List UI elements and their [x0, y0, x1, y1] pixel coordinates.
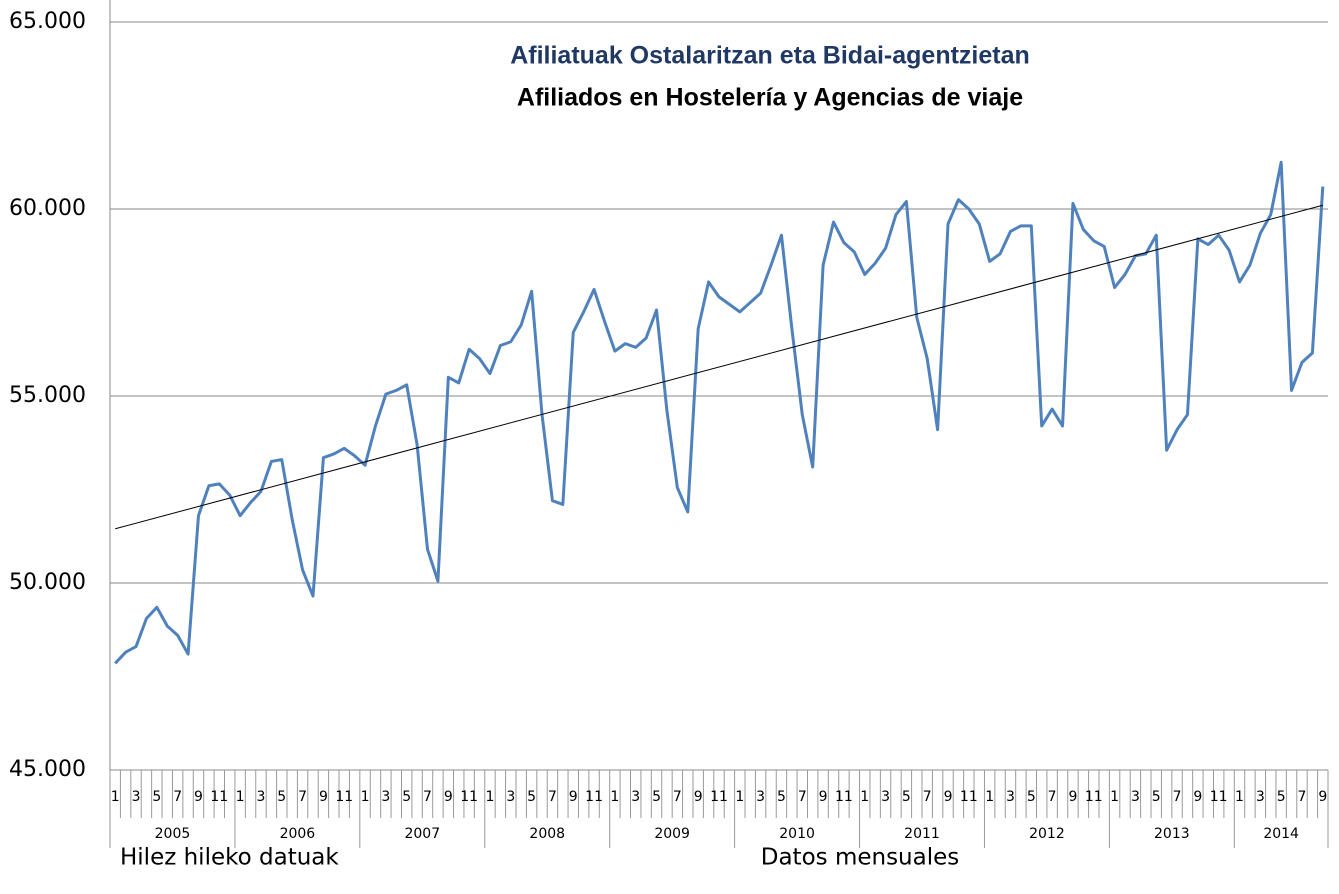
year-label: 2013: [1154, 826, 1190, 842]
y-tick-label: 60.000: [9, 196, 86, 221]
x-tick-label: 7: [173, 789, 182, 805]
x-tick-label: 1: [111, 789, 120, 805]
x-tick-label: 1: [361, 789, 370, 805]
chart-title: Afiliatuak Ostalaritzan eta Bidai-agentz…: [510, 42, 1030, 70]
x-tick-label: 9: [444, 789, 453, 805]
year-label: 2010: [779, 826, 815, 842]
chart-subtitle: Afiliados en Hostelería y Agencias de vi…: [517, 84, 1023, 112]
year-label: 2009: [654, 826, 690, 842]
y-tick-label: 65.000: [9, 9, 86, 34]
x-tick-label: 11: [335, 789, 353, 805]
x-tick-label: 7: [423, 789, 432, 805]
x-tick-label: 1: [1235, 789, 1244, 805]
year-label: 2005: [155, 826, 191, 842]
x-tick-label: 5: [1152, 789, 1161, 805]
x-tick-label: 3: [506, 789, 515, 805]
x-tick-label: 7: [1048, 789, 1057, 805]
x-tick-label: 11: [835, 789, 853, 805]
x-tick-label: 5: [902, 789, 911, 805]
year-label: 2014: [1263, 826, 1299, 842]
year-label: 2008: [529, 826, 565, 842]
x-tick-label: 9: [569, 789, 578, 805]
x-tick-label: 9: [694, 789, 703, 805]
x-tick-label: 9: [319, 789, 328, 805]
x-tick-label: 3: [1131, 789, 1140, 805]
x-tick-label: 5: [1027, 789, 1036, 805]
x-tick-label: 3: [756, 789, 765, 805]
year-label: 2012: [1029, 826, 1065, 842]
x-tick-label: 9: [819, 789, 828, 805]
x-tick-label: 11: [460, 789, 478, 805]
trend-line: [115, 204, 1323, 530]
y-tick-label: 50.000: [9, 570, 86, 595]
year-label: 2011: [904, 826, 940, 842]
x-tick-label: 3: [881, 789, 890, 805]
y-tick-label: 55.000: [9, 383, 86, 408]
x-tick-label: 7: [923, 789, 932, 805]
x-tick-label: 3: [381, 789, 390, 805]
footer-center: Datos mensuales: [761, 845, 960, 871]
year-label: 2006: [280, 826, 316, 842]
x-tick-label: 9: [1318, 789, 1327, 805]
x-tick-label: 11: [1210, 789, 1228, 805]
x-tick-label: 1: [610, 789, 619, 805]
year-label: 2007: [404, 826, 440, 842]
x-tick-label: 3: [631, 789, 640, 805]
x-tick-label: 7: [298, 789, 307, 805]
x-tick-label: 7: [1173, 789, 1182, 805]
x-tick-label: 9: [1193, 789, 1202, 805]
y-tick-label: 45.000: [9, 757, 86, 782]
x-tick-label: 5: [277, 789, 286, 805]
x-tick-label: 5: [652, 789, 661, 805]
x-tick-label: 3: [132, 789, 141, 805]
x-tick-label: 11: [710, 789, 728, 805]
x-tick-label: 5: [527, 789, 536, 805]
x-tick-label: 5: [777, 789, 786, 805]
x-tick-label: 7: [798, 789, 807, 805]
x-tick-label: 9: [944, 789, 953, 805]
x-tick-label: 11: [960, 789, 978, 805]
x-tick-label: 5: [402, 789, 411, 805]
x-tick-label: 7: [1298, 789, 1307, 805]
x-tick-label: 9: [1068, 789, 1077, 805]
footer-left: Hilez hileko datuak: [120, 845, 339, 871]
x-tick-label: 3: [1256, 789, 1265, 805]
x-tick-label: 9: [194, 789, 203, 805]
x-tick-label: 5: [152, 789, 161, 805]
x-tick-label: 1: [860, 789, 869, 805]
x-tick-label: 11: [210, 789, 228, 805]
x-tick-label: 11: [1085, 789, 1103, 805]
x-tick-label: 3: [1006, 789, 1015, 805]
x-tick-label: 1: [985, 789, 994, 805]
x-tick-label: 1: [735, 789, 744, 805]
data-line: [114, 160, 1325, 665]
x-tick-label: 11: [585, 789, 603, 805]
x-tick-label: 3: [256, 789, 265, 805]
x-tick-label: 1: [486, 789, 495, 805]
x-tick-label: 7: [548, 789, 557, 805]
x-tick-label: 7: [673, 789, 682, 805]
x-tick-label: 1: [1110, 789, 1119, 805]
x-tick-label: 5: [1277, 789, 1286, 805]
x-tick-label: 1: [236, 789, 245, 805]
